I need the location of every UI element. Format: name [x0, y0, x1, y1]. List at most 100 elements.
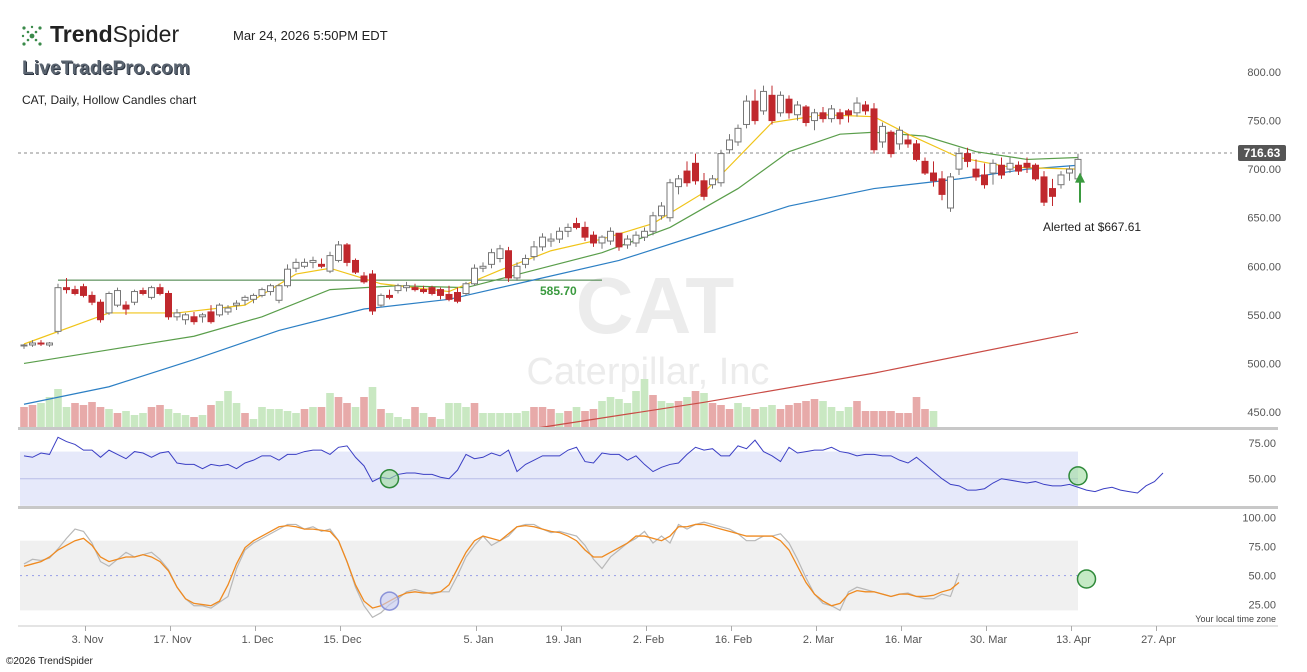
candle-body [743, 100, 750, 125]
volume-bar [853, 401, 861, 427]
volume-bar [462, 407, 470, 427]
candle-body [343, 244, 351, 263]
candle-body [717, 153, 725, 184]
candle-body [768, 94, 776, 122]
candle-body [148, 287, 155, 298]
candle-body [479, 265, 487, 269]
candle-body [836, 112, 844, 120]
volume-bar [810, 399, 819, 427]
candle-body [284, 268, 291, 287]
candle-body [1015, 164, 1022, 172]
x-axis-label: 19. Jan [545, 634, 581, 646]
volume-bar [683, 397, 691, 427]
candle-body [1040, 176, 1048, 203]
support-level-label: 585.70 [540, 284, 577, 298]
stoch-tick-label: 50.00 [1248, 571, 1276, 583]
volume-bar [360, 397, 368, 427]
volume-bar [887, 411, 895, 427]
candle-body [241, 296, 249, 301]
candle-body [539, 236, 546, 248]
candle-body [666, 182, 674, 219]
volume-bar [428, 417, 436, 427]
candle-body [904, 139, 912, 145]
rsi-signal-marker [1068, 466, 1088, 486]
candle-body [1057, 174, 1065, 186]
volume-bar [598, 401, 606, 427]
volume-bar [691, 391, 700, 427]
candle-body [63, 287, 70, 291]
volume-bar [632, 391, 640, 427]
rsi-line [23, 436, 1164, 494]
candle-body [131, 291, 138, 303]
candle-body [420, 289, 427, 293]
volume-bar [266, 409, 275, 427]
volume-bar [487, 413, 496, 427]
volume-bar [241, 413, 249, 427]
candle-body [403, 285, 410, 289]
stoch-signal-marker [1076, 569, 1097, 589]
last-price-label: 716.63 [1244, 146, 1281, 160]
volume-bar [929, 411, 938, 427]
watermark-ticker: CAT [576, 261, 735, 350]
candle-body [394, 285, 402, 292]
panel-separator[interactable] [18, 506, 1278, 509]
volume-bar [921, 409, 929, 427]
volume-bar [589, 409, 598, 427]
volume-bar [139, 413, 147, 427]
candle-body [930, 172, 937, 182]
rsi-tick-label: 50.00 [1248, 474, 1276, 486]
volume-bar [156, 405, 164, 427]
candle-body [505, 250, 512, 279]
x-axis-label: 5. Jan [464, 634, 494, 646]
volume-bar [870, 411, 878, 427]
volume-bar [88, 402, 96, 427]
volume-bar [700, 393, 708, 427]
alert-arrow-head [1075, 172, 1085, 183]
x-axis-label: 1. Dec [242, 634, 274, 646]
volume-bar [164, 409, 173, 427]
candle-body [845, 110, 852, 116]
sma-red-line [533, 331, 1079, 430]
volume-bar [649, 395, 657, 427]
candle-body [428, 287, 436, 294]
x-axis-label: 3. Nov [72, 634, 104, 646]
candle-body [590, 234, 597, 244]
candle-body [1006, 162, 1014, 170]
candle-body [709, 178, 716, 186]
candle-body [20, 344, 28, 347]
candle-body [547, 238, 555, 242]
candle-body [216, 304, 223, 316]
volume-bar [258, 407, 266, 427]
candle-body [207, 311, 215, 323]
price-tick-label: 750.00 [1247, 116, 1281, 128]
candle-body [1023, 162, 1031, 168]
volume-bar [496, 413, 504, 427]
candle-body [114, 290, 121, 306]
candle-body [445, 293, 453, 300]
volume-bar [717, 405, 725, 427]
timezone-note: Your local time zone [1195, 614, 1276, 624]
volume-bar [385, 413, 394, 427]
volume-bar [343, 403, 351, 427]
candle-body [947, 176, 954, 209]
volume-bar [445, 403, 453, 427]
candle-body [853, 102, 861, 114]
candle-body [658, 205, 665, 217]
candle-body [632, 234, 640, 244]
volume-bar [181, 415, 190, 427]
alert-arrow-icon [1075, 172, 1085, 203]
volume-bar [615, 399, 623, 427]
volume-bar [564, 411, 572, 427]
panel-separator[interactable] [18, 427, 1278, 430]
x-axis-label: 16. Mar [885, 634, 923, 646]
candle-body [335, 244, 342, 261]
candle-body [989, 162, 997, 174]
candle-body [1032, 164, 1039, 180]
x-axis-label: 16. Feb [715, 634, 752, 646]
candle-body [896, 129, 903, 145]
candle-body [785, 98, 793, 114]
rsi-signal-marker [379, 468, 400, 489]
candle-body [275, 285, 283, 301]
ema-mid-line [23, 131, 1079, 365]
